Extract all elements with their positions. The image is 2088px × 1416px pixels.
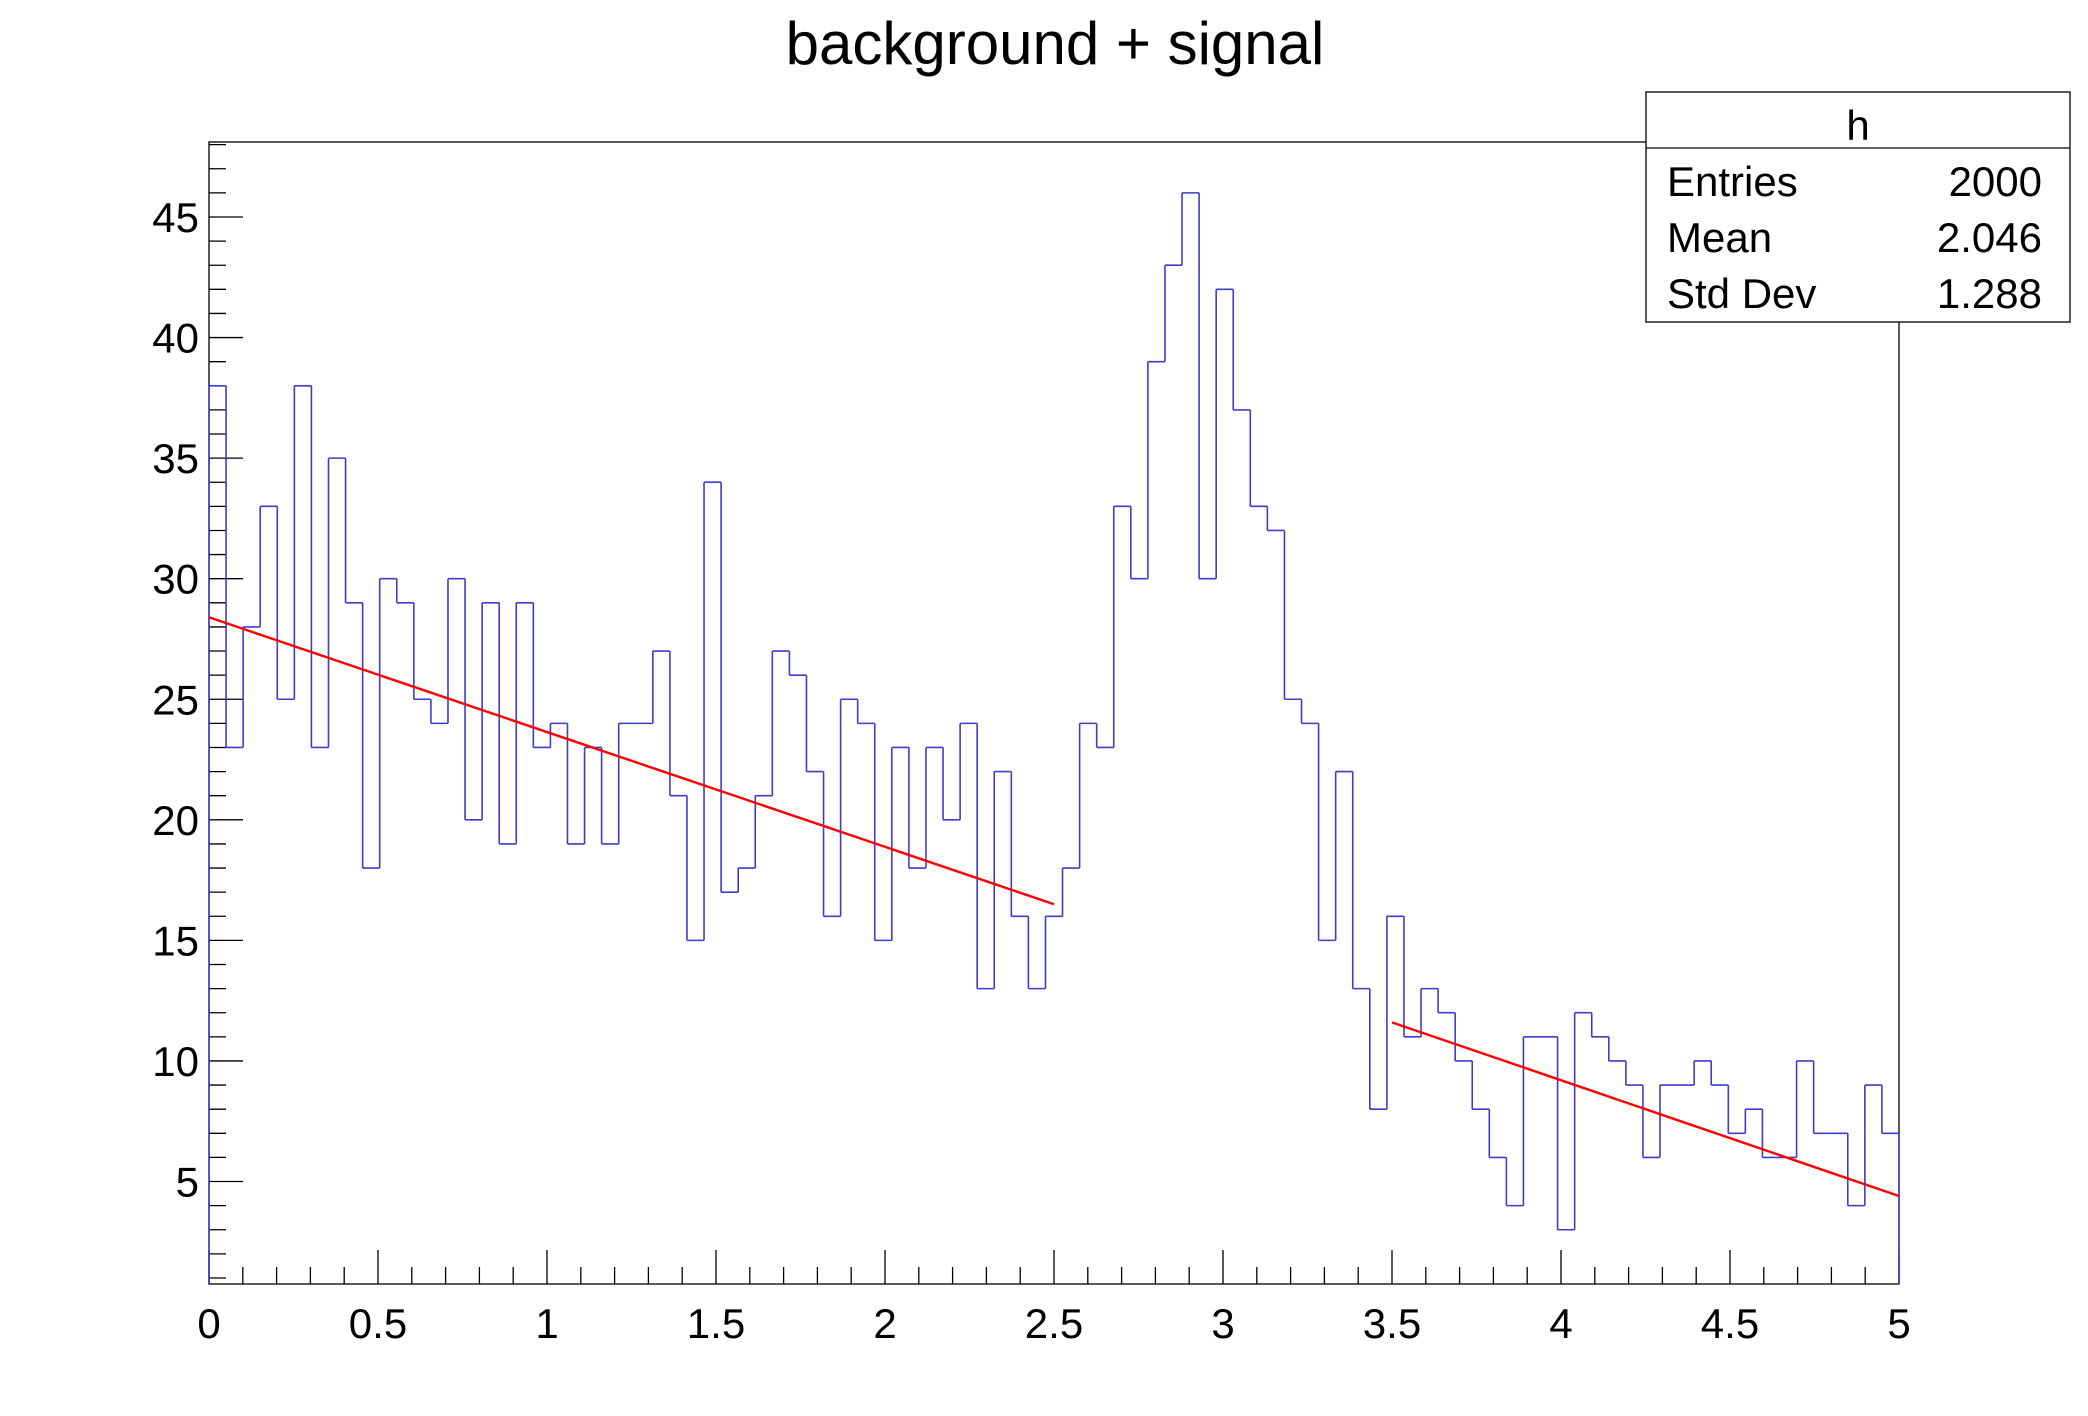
x-tick-label: 2.5 xyxy=(1025,1300,1083,1347)
fit-right-line xyxy=(1391,1021,1900,1198)
chart-title: background + signal xyxy=(786,10,1325,77)
stats-box: h Entries 2000 Mean 2.046 Std Dev 1.288 xyxy=(1645,91,2071,323)
fit-lines xyxy=(208,616,1900,1198)
y-tick-label: 15 xyxy=(152,917,199,964)
x-tick-label: 0 xyxy=(197,1300,220,1347)
x-tick-label: 3 xyxy=(1211,1300,1234,1347)
stats-mean-label: Mean xyxy=(1667,214,1772,261)
x-tick-label: 4.5 xyxy=(1701,1300,1759,1347)
x-axis: 0 0.5 1 1.5 2 2.5 3 3.5 4 4.5 5 xyxy=(197,1250,1911,1347)
y-axis: 5 10 15 20 25 30 35 40 45 xyxy=(152,144,243,1279)
x-tick-label: 1 xyxy=(535,1300,558,1347)
y-tick-label: 20 xyxy=(152,797,199,844)
stats-entries-value: 2000 xyxy=(1949,158,2042,205)
y-tick-label: 10 xyxy=(152,1038,199,1085)
fit-left-line xyxy=(208,616,1055,906)
y-tick-label: 5 xyxy=(176,1159,199,1206)
stats-mean-value: 2.046 xyxy=(1937,214,2042,261)
histogram-series xyxy=(208,192,1900,1284)
x-tick-label: 5 xyxy=(1887,1300,1910,1347)
stats-box-title: h xyxy=(1846,102,1869,149)
x-tick-label: 1.5 xyxy=(687,1300,745,1347)
stats-stddev-label: Std Dev xyxy=(1667,270,1816,317)
y-tick-label: 45 xyxy=(152,194,199,241)
x-tick-label: 4 xyxy=(1549,1300,1572,1347)
y-tick-label: 30 xyxy=(152,556,199,603)
stats-box-frame xyxy=(1645,91,2071,323)
x-tick-label: 2 xyxy=(873,1300,896,1347)
y-tick-label: 25 xyxy=(152,676,199,723)
stats-entries-label: Entries xyxy=(1667,158,1798,205)
y-tick-label: 40 xyxy=(152,315,199,362)
stats-stddev-value: 1.288 xyxy=(1937,270,2042,317)
x-tick-label: 3.5 xyxy=(1363,1300,1421,1347)
x-tick-label: 0.5 xyxy=(349,1300,407,1347)
y-tick-label: 35 xyxy=(152,435,199,482)
